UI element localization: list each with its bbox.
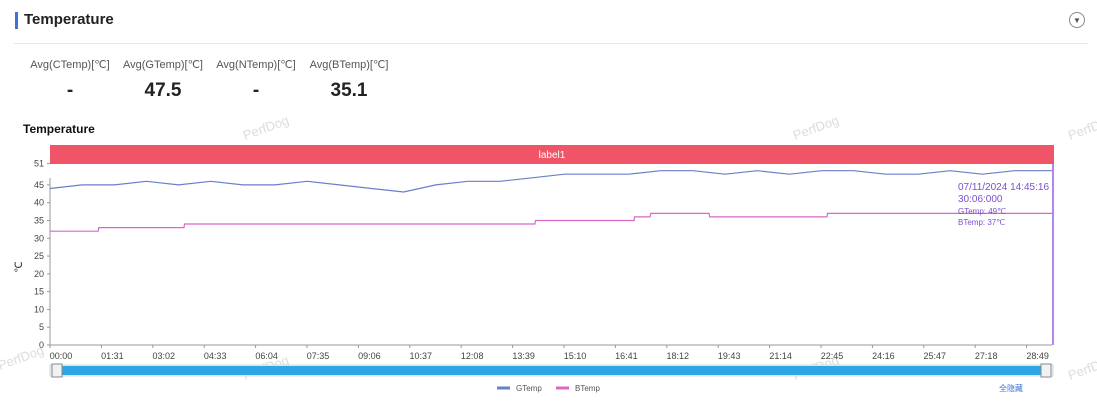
tooltip-line-1: BTemp: 37℃ bbox=[958, 218, 1005, 227]
y-tick-label-7: 35 bbox=[34, 215, 44, 225]
x-tick-label-4: 06:04 bbox=[255, 351, 278, 361]
zoom-range[interactable] bbox=[56, 366, 1047, 375]
divider bbox=[14, 43, 1088, 44]
stat-label-gtemp: Avg(GTemp)[℃] bbox=[122, 59, 203, 71]
x-tick-label-15: 22:45 bbox=[821, 351, 844, 361]
x-tick-label-16: 24:16 bbox=[872, 351, 895, 361]
x-tick-label-11: 16:41 bbox=[615, 351, 638, 361]
zoom-handle-right[interactable] bbox=[1040, 363, 1052, 378]
x-tick-label-19: 28:49 bbox=[1026, 351, 1049, 361]
stat-value-ctemp: - bbox=[66, 80, 74, 101]
x-tick-label-9: 13:39 bbox=[512, 351, 535, 361]
chevron-down-icon[interactable]: ▼ bbox=[1069, 12, 1085, 28]
stat-value-ntemp: - bbox=[252, 80, 260, 101]
y-tick-label-0: 0 bbox=[39, 340, 44, 350]
accent-bar bbox=[15, 12, 18, 29]
y-tick-label-8: 40 bbox=[34, 198, 44, 208]
x-tick-label-18: 27:18 bbox=[975, 351, 998, 361]
watermark-1: PerfDog bbox=[791, 112, 841, 142]
legend-label-gtemp: GTemp bbox=[516, 384, 542, 393]
stat-value-gtemp: 47.5 bbox=[144, 80, 182, 101]
y-tick-label-10: 51 bbox=[34, 159, 44, 169]
tooltip-elapsed: 30:06:000 bbox=[958, 194, 1003, 205]
x-tick-label-8: 12:08 bbox=[461, 351, 484, 361]
zoom-handle-left[interactable] bbox=[51, 363, 63, 378]
y-axis-label: ℃ bbox=[14, 261, 25, 272]
x-tick-label-12: 18:12 bbox=[667, 351, 690, 361]
watermark-5: PerfDog bbox=[1066, 352, 1097, 382]
y-tick-label-1: 5 bbox=[39, 322, 44, 332]
label-band bbox=[50, 145, 1054, 164]
watermark-0: PerfDog bbox=[241, 112, 291, 142]
x-tick-label-7: 10:37 bbox=[410, 351, 433, 361]
stat-label-ntemp: Avg(NTemp)[℃] bbox=[216, 59, 296, 71]
hide-all-link[interactable]: 全隐藏 bbox=[999, 383, 1023, 393]
x-tick-label-13: 19:43 bbox=[718, 351, 741, 361]
x-tick-label-3: 04:33 bbox=[204, 351, 227, 361]
x-tick-label-10: 15:10 bbox=[564, 351, 587, 361]
series-line-gtemp bbox=[49, 170, 1052, 193]
tooltip-line-0: GTemp: 49℃ bbox=[958, 207, 1006, 216]
band-label: label1 bbox=[539, 150, 566, 161]
section-title: Temperature bbox=[24, 11, 114, 28]
y-tick-label-6: 30 bbox=[34, 233, 44, 243]
series-line-btemp bbox=[50, 212, 1052, 232]
x-tick-label-6: 09:06 bbox=[358, 351, 381, 361]
x-tick-label-1: 01:31 bbox=[101, 351, 124, 361]
y-tick-label-3: 15 bbox=[34, 287, 44, 297]
section-header: Temperature ▼ bbox=[0, 0, 1097, 44]
y-tick-label-5: 25 bbox=[34, 251, 44, 261]
stat-label-ctemp: Avg(CTemp)[℃] bbox=[30, 59, 110, 71]
y-tick-label-2: 10 bbox=[34, 304, 44, 314]
x-tick-label-17: 25:47 bbox=[924, 351, 947, 361]
x-tick-label-2: 03:02 bbox=[153, 351, 176, 361]
stat-label-btemp: Avg(BTemp)[℃] bbox=[309, 59, 389, 71]
tooltip-time: 07/11/2024 14:45:16 bbox=[958, 182, 1049, 193]
y-tick-label-9: 45 bbox=[34, 180, 44, 190]
watermark-2: PerfDog bbox=[1066, 112, 1097, 142]
chart-title: Temperature bbox=[23, 122, 95, 136]
y-tick-label-4: 20 bbox=[34, 269, 44, 279]
legend-label-btemp: BTemp bbox=[575, 384, 600, 393]
x-tick-label-0: 00:00 bbox=[50, 351, 73, 361]
stat-value-btemp: 35.1 bbox=[330, 80, 368, 101]
x-tick-label-14: 21:14 bbox=[769, 351, 792, 361]
x-tick-label-5: 07:35 bbox=[307, 351, 330, 361]
